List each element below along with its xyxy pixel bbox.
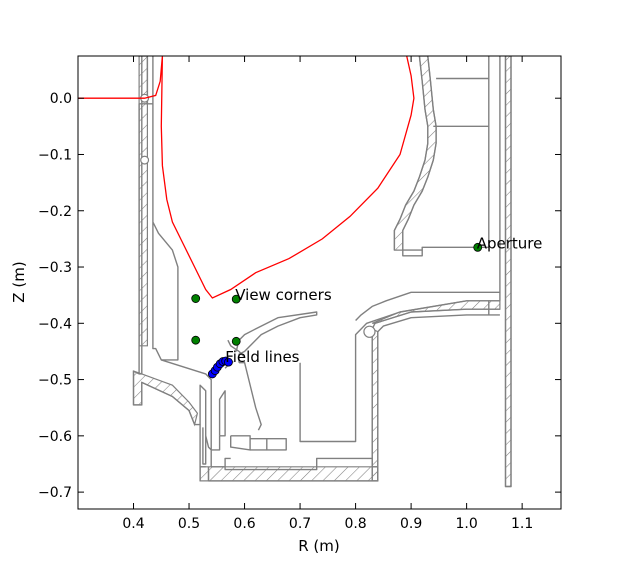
wall-port (140, 155, 150, 165)
y-tick-label: −0.2 (38, 204, 72, 220)
y-tick-label: −0.7 (38, 485, 72, 501)
annotation-label: View corners (235, 286, 332, 304)
x-tick-label: 1.1 (511, 516, 533, 532)
wall-ports (140, 93, 376, 338)
x-tick-label: 0.5 (178, 516, 200, 532)
view-corner-point (231, 294, 241, 304)
aperture-point (473, 242, 483, 252)
wall-segment (229, 435, 251, 451)
wall-segment (211, 435, 221, 451)
hatched-region (132, 370, 199, 427)
y-tick-label: −0.6 (38, 429, 72, 445)
wall-hatching (132, 56, 512, 488)
y-tick-label: −0.4 (38, 316, 72, 332)
wall-segment (210, 449, 226, 468)
vessel-wall (132, 56, 512, 488)
x-tick-label: 0.7 (289, 516, 311, 532)
x-tick-label: 0.4 (122, 516, 144, 532)
wall-segment (299, 291, 501, 443)
hatched-region (371, 300, 501, 324)
field-line-point (224, 357, 233, 367)
wall-segment (402, 56, 437, 251)
view-corner-point (191, 335, 201, 345)
wall-segment (227, 339, 246, 358)
x-tick-label: 0.8 (344, 516, 366, 532)
separatrix-line (78, 56, 415, 299)
wall-segment (402, 250, 423, 257)
wall-segment (504, 56, 512, 488)
hatched-region (504, 56, 512, 488)
y-tick-label: −0.5 (38, 373, 72, 389)
hatched-region (371, 327, 379, 482)
plot-area (78, 56, 512, 488)
plot-frame (77, 55, 562, 510)
y-ticks: 0.0 −0.1 −0.2 −0.3 −0.4 −0.5 −0.6 −0.7 (38, 91, 561, 501)
wall-segment (235, 311, 318, 363)
wall-segment (402, 56, 490, 251)
x-tick-label: 0.6 (233, 516, 255, 532)
x-ticks: 0.4 0.5 0.6 0.7 0.8 0.9 1.0 1.1 (122, 56, 533, 532)
separatrix-curve (78, 56, 415, 299)
wall-port (363, 325, 376, 338)
x-axis-label: R (m) (298, 537, 340, 555)
wall-segment (393, 56, 429, 251)
wall-segment (250, 438, 268, 451)
view-corner-point (231, 336, 241, 346)
y-tick-label: −0.3 (38, 260, 72, 276)
wall-segment (218, 390, 226, 437)
wall-segment (202, 427, 207, 465)
y-tick-label: −0.1 (38, 147, 72, 163)
annotations: View corners Field lines Aperture (225, 234, 542, 366)
x-tick-label: 1.0 (455, 516, 477, 532)
markers (191, 242, 483, 379)
y-tick-label: 0.0 (50, 91, 72, 107)
annotation-label: Aperture (477, 234, 543, 252)
x-tick-label: 0.9 (400, 516, 422, 532)
wall-segment (239, 362, 262, 431)
y-axis-label: Z (m) (10, 261, 28, 302)
annotation-label: Field lines (225, 348, 299, 366)
wall-segment (146, 56, 179, 361)
wall-segment (377, 314, 500, 481)
wall-segment (371, 308, 500, 481)
view-corner-point (191, 294, 201, 303)
wall-segment (266, 438, 287, 451)
